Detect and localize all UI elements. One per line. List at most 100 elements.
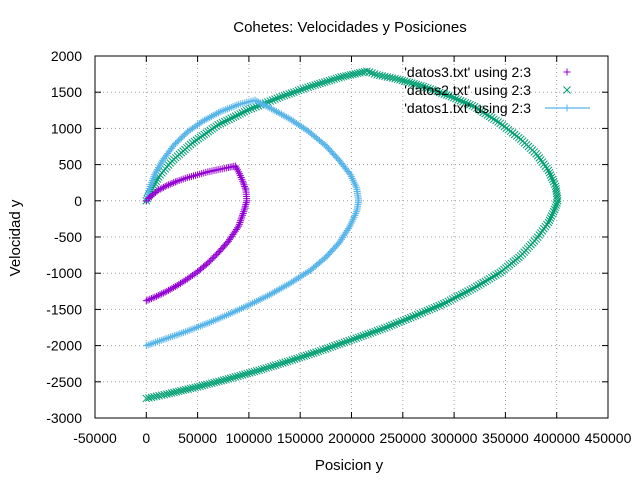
data-point — [431, 86, 439, 95]
marker-d2 — [442, 91, 451, 99]
marker-d2 — [147, 393, 156, 402]
marker-d2 — [439, 299, 448, 308]
data-point — [340, 232, 348, 240]
data-point — [338, 339, 346, 348]
marker-d2 — [233, 372, 242, 381]
marker-d2 — [356, 68, 364, 77]
data-point — [274, 360, 282, 369]
data-point — [159, 289, 167, 297]
data-point — [461, 98, 470, 107]
marker-d2 — [546, 214, 555, 223]
data-point — [193, 383, 202, 391]
marker-d2 — [353, 69, 362, 78]
marker-d2 — [352, 334, 361, 342]
marker-d2 — [490, 115, 498, 124]
marker-d2 — [431, 86, 439, 95]
marker-d2 — [252, 367, 261, 375]
marker-d2 — [548, 175, 557, 184]
data-point — [411, 311, 420, 320]
data-point — [455, 291, 464, 300]
data-point — [485, 112, 494, 121]
marker-d2 — [335, 73, 343, 82]
marker-d2 — [216, 119, 225, 128]
marker-d2 — [494, 118, 502, 126]
data-point — [312, 348, 320, 357]
marker-d2 — [312, 348, 320, 357]
y-tick-label: -3000 — [46, 410, 82, 426]
data-point — [267, 362, 275, 371]
marker-d2 — [271, 361, 280, 370]
marker-d2 — [234, 111, 242, 119]
marker-d2 — [550, 205, 559, 214]
y-tick-label: 1500 — [51, 84, 82, 100]
marker-d2 — [376, 325, 384, 334]
marker-d2 — [338, 339, 346, 348]
marker-d2 — [207, 379, 216, 388]
data-point — [363, 67, 371, 76]
data-point — [236, 371, 245, 380]
data-point — [155, 163, 163, 171]
marker-d2 — [492, 116, 500, 125]
marker-d2 — [410, 79, 418, 88]
marker-d2 — [294, 86, 303, 95]
data-point — [290, 88, 298, 97]
marker-d2 — [245, 369, 254, 377]
data-point — [450, 294, 459, 302]
x-tick-label: 0 — [142, 430, 150, 446]
data-point — [267, 105, 275, 113]
data-point — [210, 378, 219, 387]
marker-d2 — [331, 341, 339, 350]
marker-d2 — [308, 81, 317, 90]
data-point — [356, 68, 364, 77]
marker-d2 — [339, 72, 348, 81]
data-point — [548, 209, 557, 218]
marker-d2 — [319, 345, 327, 354]
data-point — [156, 291, 164, 299]
data-point — [308, 81, 317, 90]
marker-d2 — [370, 70, 379, 78]
x-tick-label: 200000 — [328, 430, 375, 446]
data-point — [433, 87, 442, 96]
marker-d2 — [412, 80, 421, 89]
data-point — [447, 92, 456, 101]
marker-d2 — [368, 328, 377, 337]
data-point — [335, 239, 343, 247]
data-point — [275, 93, 284, 102]
data-point — [191, 383, 200, 392]
marker-d2 — [454, 95, 463, 104]
data-point — [245, 105, 253, 114]
marker-d2 — [438, 89, 446, 98]
marker-d2 — [297, 353, 306, 361]
data-point — [479, 278, 488, 287]
data-point — [238, 371, 247, 379]
data-point — [269, 106, 277, 114]
data-point — [151, 293, 159, 301]
data-point — [215, 377, 223, 386]
marker-d2 — [470, 102, 479, 111]
legend-symbol — [563, 68, 571, 76]
marker-d2 — [323, 344, 332, 353]
marker-d2 — [155, 391, 163, 400]
data-point — [435, 301, 443, 310]
data-point — [217, 376, 226, 385]
data-point — [545, 168, 554, 177]
data-point — [464, 287, 472, 295]
marker-d2 — [217, 376, 226, 385]
marker-d2 — [342, 72, 350, 80]
marker-d2 — [546, 171, 555, 179]
marker-d2 — [170, 388, 178, 397]
data-point — [180, 131, 188, 139]
data-point — [337, 73, 346, 81]
data-point — [240, 206, 248, 214]
marker-d2 — [243, 369, 252, 378]
marker-d2 — [231, 373, 240, 381]
marker-d2 — [257, 365, 266, 374]
data-point — [494, 118, 502, 126]
marker-d2 — [485, 112, 494, 121]
marker-d2 — [287, 89, 296, 97]
data-point — [483, 276, 492, 284]
marker-d2 — [452, 94, 460, 103]
marker-d2 — [487, 113, 496, 122]
data-point — [456, 96, 465, 105]
marker-d2 — [477, 280, 485, 288]
